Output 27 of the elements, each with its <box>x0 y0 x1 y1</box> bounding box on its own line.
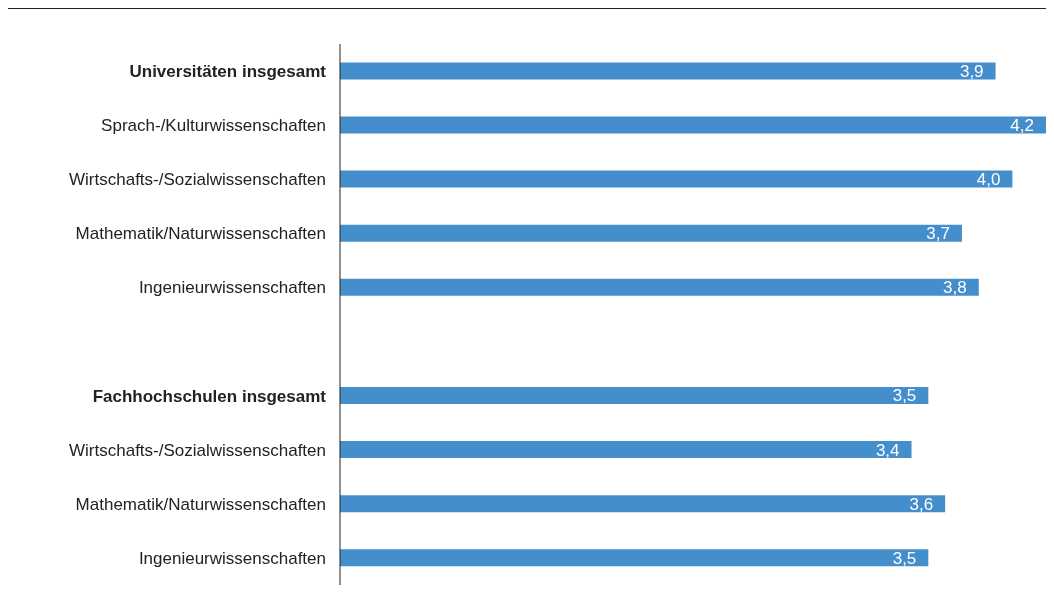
y-tick-label: Sprach-/Kulturwissenschaften <box>101 116 326 136</box>
y-tick-label: Universitäten insgesamt <box>129 62 327 82</box>
y-tick-label: Ingenieurwissenschaften <box>138 548 326 568</box>
data-label: 3,5 <box>892 386 917 406</box>
bar <box>340 116 1046 134</box>
bar <box>340 386 929 404</box>
data-label: 3,9 <box>959 61 984 81</box>
data-label: 3,4 <box>875 440 900 460</box>
data-label: 3,7 <box>926 224 950 244</box>
data-label: 3,6 <box>909 494 934 514</box>
bar <box>340 62 996 80</box>
y-tick-label: Ingenieurwissenschaften <box>138 278 326 298</box>
y-tick-label: Mathematik/Naturwissenschaften <box>75 224 326 244</box>
data-label: 4,0 <box>976 170 1001 190</box>
y-tick-label: Wirtschafts-/Sozialwissenschaften <box>69 440 326 460</box>
y-tick-label: Mathematik/Naturwissenschaften <box>75 494 326 514</box>
data-label: 3,8 <box>943 278 967 298</box>
y-tick-label: Wirtschafts-/Sozialwissenschaften <box>69 170 326 190</box>
bar <box>340 278 979 296</box>
bar <box>340 441 912 459</box>
bar <box>340 224 962 242</box>
data-label: 3,5 <box>892 548 917 568</box>
data-label: 4,2 <box>1010 115 1034 135</box>
y-tick-label: Fachhochschulen insgesamt <box>92 386 327 406</box>
bar <box>340 549 929 567</box>
bar <box>340 170 1013 188</box>
bar <box>340 495 946 513</box>
